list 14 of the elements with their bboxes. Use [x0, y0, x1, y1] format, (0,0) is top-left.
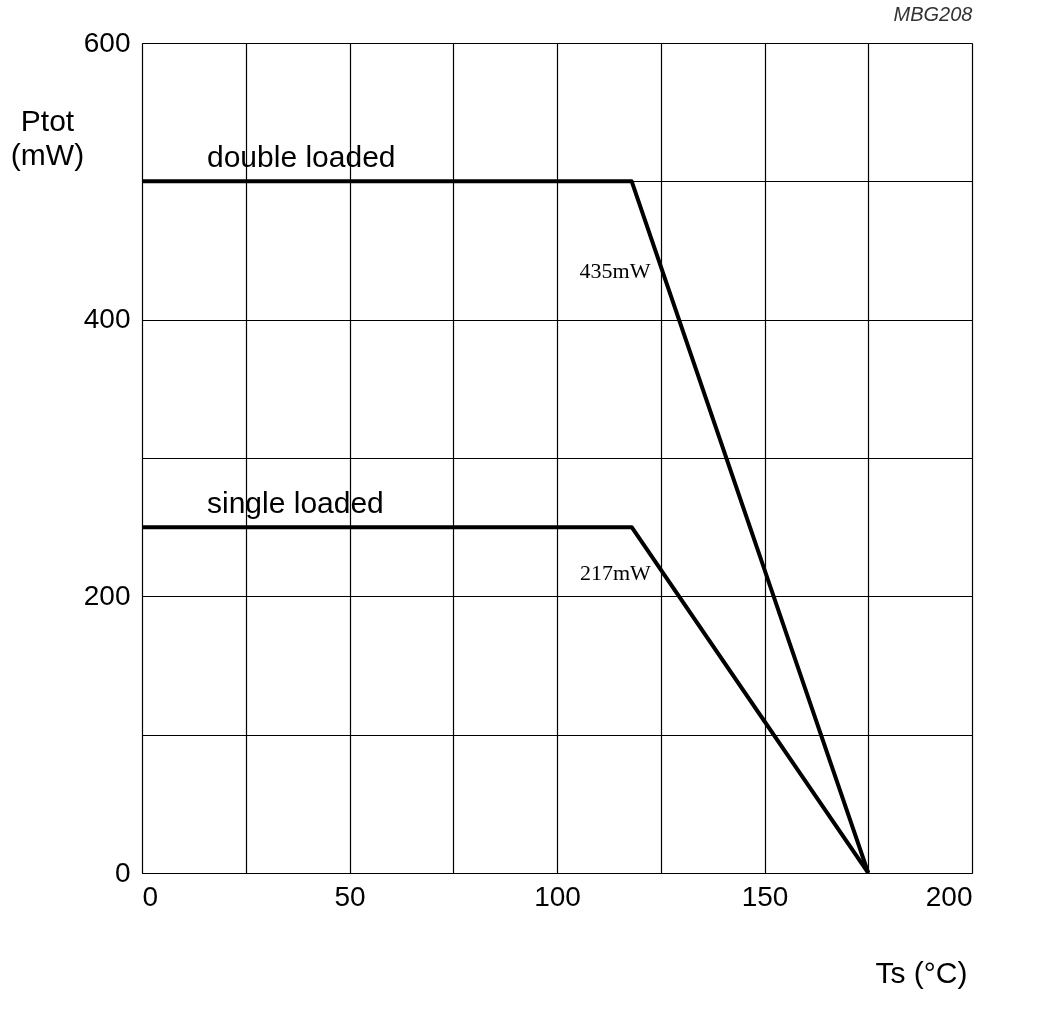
x-tick-label: 50 — [334, 880, 366, 912]
y-axis-title: Ptot (mW) — [10, 103, 85, 171]
annotation: 435mW — [579, 258, 651, 284]
x-tick-label: 0 — [142, 880, 159, 912]
y-tick-label: 0 — [114, 856, 131, 888]
x-axis-title: Ts (°C) — [875, 955, 968, 989]
text: MBG208 — [893, 3, 973, 25]
y-tick-label: 600 — [83, 26, 131, 58]
y-tick-label: 200 — [83, 579, 131, 611]
x-tick-label: 150 — [741, 880, 789, 912]
x-tick-label: 100 — [534, 880, 581, 912]
x-tick-label: 200 — [925, 880, 973, 912]
annotation: 217mW — [579, 559, 652, 585]
y-tick-label: 400 — [83, 303, 131, 335]
